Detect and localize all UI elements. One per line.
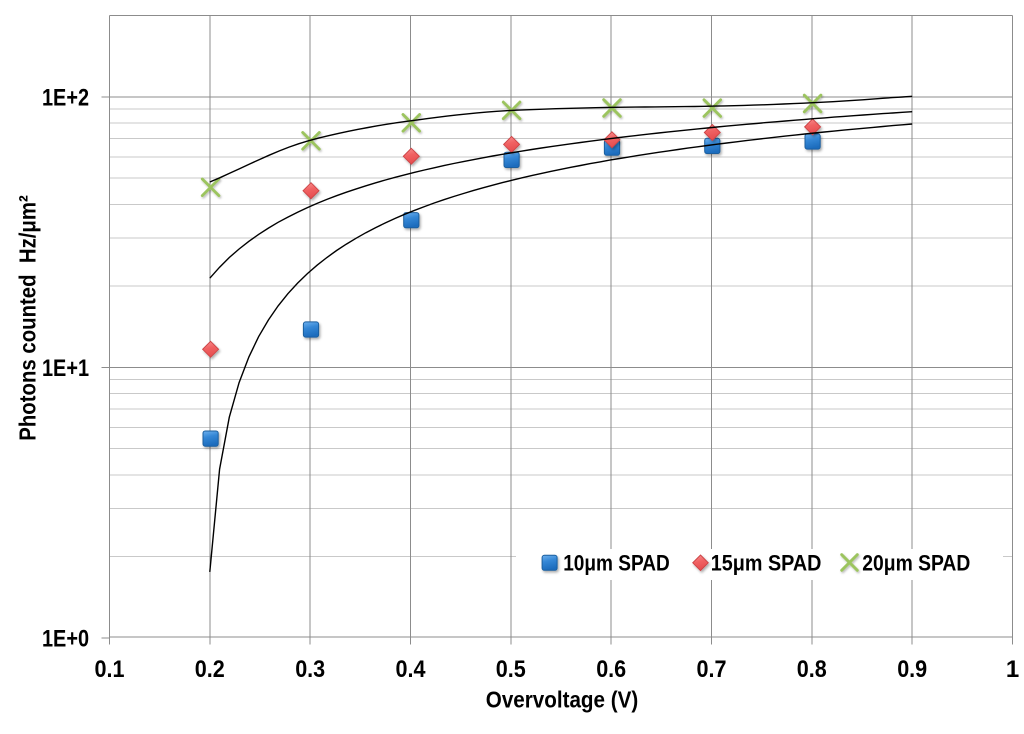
- svg-text:Photons counted Hz/μm²: Photons counted Hz/μm²: [15, 195, 41, 441]
- svg-text:0.4: 0.4: [396, 656, 427, 683]
- svg-text:0.6: 0.6: [596, 656, 626, 683]
- svg-text:0.9: 0.9: [897, 656, 927, 683]
- svg-text:15μm SPAD: 15μm SPAD: [711, 550, 822, 575]
- svg-text:Overvoltage (V): Overvoltage (V): [486, 687, 638, 713]
- svg-text:0.8: 0.8: [797, 656, 827, 683]
- svg-text:1E+0: 1E+0: [42, 625, 89, 652]
- svg-text:0.3: 0.3: [295, 656, 325, 683]
- svg-text:0.2: 0.2: [195, 656, 225, 683]
- svg-text:10μm SPAD: 10μm SPAD: [563, 550, 670, 575]
- svg-text:1E+2: 1E+2: [42, 84, 89, 111]
- svg-text:0.7: 0.7: [697, 656, 727, 683]
- svg-text:20μm SPAD: 20μm SPAD: [862, 550, 970, 575]
- svg-text:0.1: 0.1: [95, 656, 125, 683]
- svg-text:1E+1: 1E+1: [42, 355, 89, 382]
- svg-text:1: 1: [1006, 656, 1019, 683]
- svg-text:0.5: 0.5: [496, 656, 526, 683]
